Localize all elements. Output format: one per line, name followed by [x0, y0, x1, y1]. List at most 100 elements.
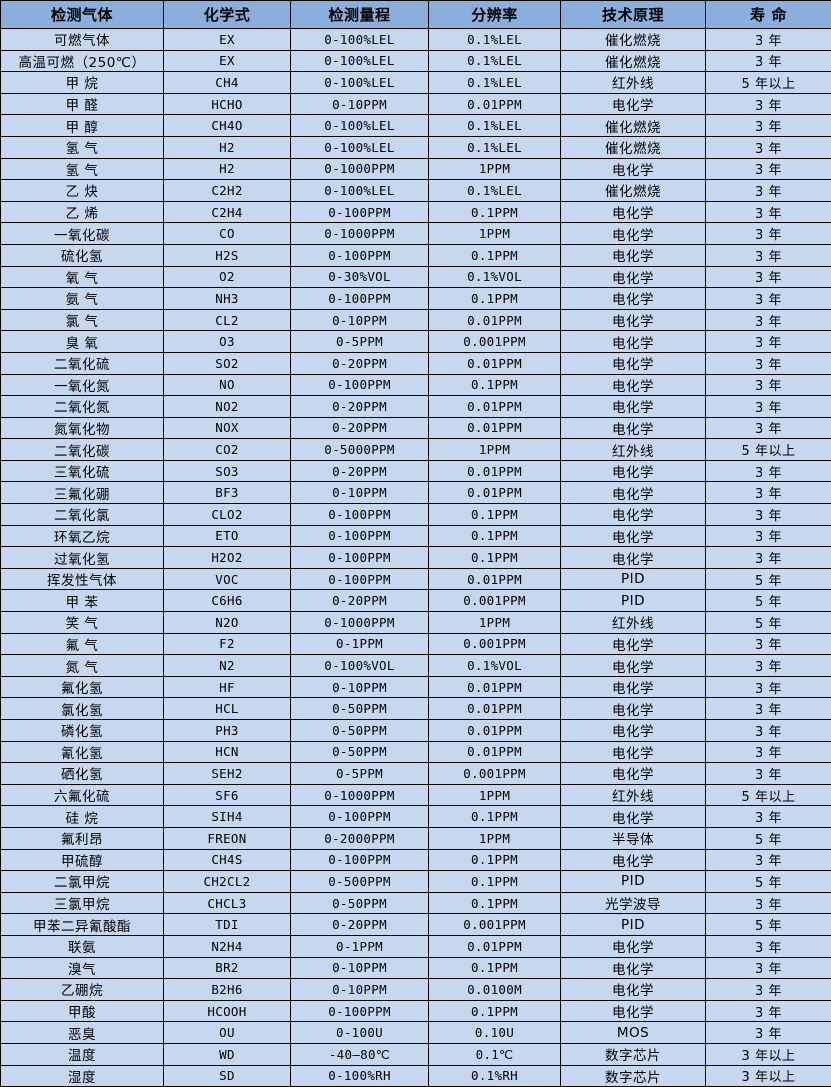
- cell-formula: NO: [164, 374, 291, 396]
- cell-range: 0-100PPM: [291, 504, 429, 526]
- cell-gas: 六氟化硫: [1, 784, 164, 806]
- cell-resolution: 1PPM: [429, 827, 561, 849]
- cell-technology: PID: [561, 871, 706, 893]
- cell-technology: 催化燃烧: [561, 29, 706, 51]
- cell-formula: H2O2: [164, 547, 291, 569]
- cell-technology: 电化学: [561, 244, 706, 266]
- cell-range: 0-100PPM: [291, 244, 429, 266]
- cell-range: 0-100PPM: [291, 288, 429, 310]
- cell-technology: 光学波导: [561, 892, 706, 914]
- cell-range: 0-20PPM: [291, 417, 429, 439]
- cell-lifespan: 3 年: [706, 115, 831, 137]
- cell-technology: 电化学: [561, 460, 706, 482]
- cell-formula: SIH4: [164, 806, 291, 828]
- cell-technology: 红外线: [561, 612, 706, 634]
- cell-range: 0-100PPM: [291, 201, 429, 223]
- cell-resolution: 0.1PPM: [429, 1000, 561, 1022]
- cell-gas: 氯化氢: [1, 698, 164, 720]
- cell-range: 0-2000PPM: [291, 827, 429, 849]
- cell-formula: CH2CL2: [164, 871, 291, 893]
- cell-resolution: 0.01PPM: [429, 309, 561, 331]
- cell-technology: 电化学: [561, 849, 706, 871]
- cell-technology: 电化学: [561, 935, 706, 957]
- cell-lifespan: 5 年以上: [706, 439, 831, 461]
- cell-technology: 电化学: [561, 806, 706, 828]
- cell-resolution: 0.01PPM: [429, 396, 561, 418]
- cell-range: 0-5PPM: [291, 763, 429, 785]
- cell-range: 0-50PPM: [291, 698, 429, 720]
- cell-lifespan: 3 年: [706, 482, 831, 504]
- cell-formula: HCOOH: [164, 1000, 291, 1022]
- cell-gas: 联氨: [1, 935, 164, 957]
- cell-lifespan: 5 年以上: [706, 72, 831, 94]
- cell-range: 0-20PPM: [291, 352, 429, 374]
- cell-gas: 二氧化碳: [1, 439, 164, 461]
- cell-range: 0-100%VOL: [291, 655, 429, 677]
- cell-resolution: 0.1PPM: [429, 871, 561, 893]
- cell-resolution: 0.1%VOL: [429, 266, 561, 288]
- cell-lifespan: 3 年: [706, 29, 831, 51]
- cell-gas: 氰化氢: [1, 741, 164, 763]
- cell-range: 0-100PPM: [291, 806, 429, 828]
- cell-technology: PID: [561, 914, 706, 936]
- cell-lifespan: 5 年: [706, 612, 831, 634]
- cell-lifespan: 3 年: [706, 158, 831, 180]
- cell-lifespan: 3 年: [706, 698, 831, 720]
- cell-formula: TDI: [164, 914, 291, 936]
- cell-formula: H2: [164, 158, 291, 180]
- cell-technology: 电化学: [561, 482, 706, 504]
- cell-range: 0-100PPM: [291, 849, 429, 871]
- cell-lifespan: 3 年: [706, 460, 831, 482]
- cell-range: 0-50PPM: [291, 720, 429, 742]
- cell-lifespan: 3 年: [706, 655, 831, 677]
- cell-lifespan: 5 年: [706, 914, 831, 936]
- cell-formula: O3: [164, 331, 291, 353]
- cell-resolution: 0.1PPM: [429, 504, 561, 526]
- cell-technology: 电化学: [561, 309, 706, 331]
- cell-technology: 催化燃烧: [561, 115, 706, 137]
- cell-formula: CH4O: [164, 115, 291, 137]
- cell-gas: 乙 炔: [1, 180, 164, 202]
- cell-range: 0-10PPM: [291, 957, 429, 979]
- cell-gas: 臭 氧: [1, 331, 164, 353]
- cell-gas: 一氧化氮: [1, 374, 164, 396]
- cell-resolution: 0.1PPM: [429, 374, 561, 396]
- cell-formula: H2: [164, 136, 291, 158]
- cell-formula: N2H4: [164, 935, 291, 957]
- cell-lifespan: 3 年以上: [706, 1043, 831, 1065]
- cell-lifespan: 3 年: [706, 136, 831, 158]
- cell-resolution: 0.1PPM: [429, 849, 561, 871]
- cell-range: 0-1000PPM: [291, 158, 429, 180]
- cell-gas: 甲 烷: [1, 72, 164, 94]
- cell-technology: 电化学: [561, 655, 706, 677]
- cell-technology: 电化学: [561, 633, 706, 655]
- cell-resolution: 0.1%VOL: [429, 655, 561, 677]
- cell-lifespan: 3 年: [706, 1000, 831, 1022]
- cell-resolution: 0.001PPM: [429, 763, 561, 785]
- cell-formula: BF3: [164, 482, 291, 504]
- cell-resolution: 0.01PPM: [429, 935, 561, 957]
- cell-gas: 一氧化碳: [1, 223, 164, 245]
- cell-technology: 电化学: [561, 93, 706, 115]
- cell-gas: 过氧化氢: [1, 547, 164, 569]
- cell-resolution: 0.1PPM: [429, 892, 561, 914]
- cell-gas: 三氟化硼: [1, 482, 164, 504]
- cell-range: 0-100PPM: [291, 1000, 429, 1022]
- cell-range: 0-500PPM: [291, 871, 429, 893]
- cell-technology: 红外线: [561, 439, 706, 461]
- cell-resolution: 0.1PPM: [429, 806, 561, 828]
- cell-formula: HCL: [164, 698, 291, 720]
- cell-technology: 电化学: [561, 266, 706, 288]
